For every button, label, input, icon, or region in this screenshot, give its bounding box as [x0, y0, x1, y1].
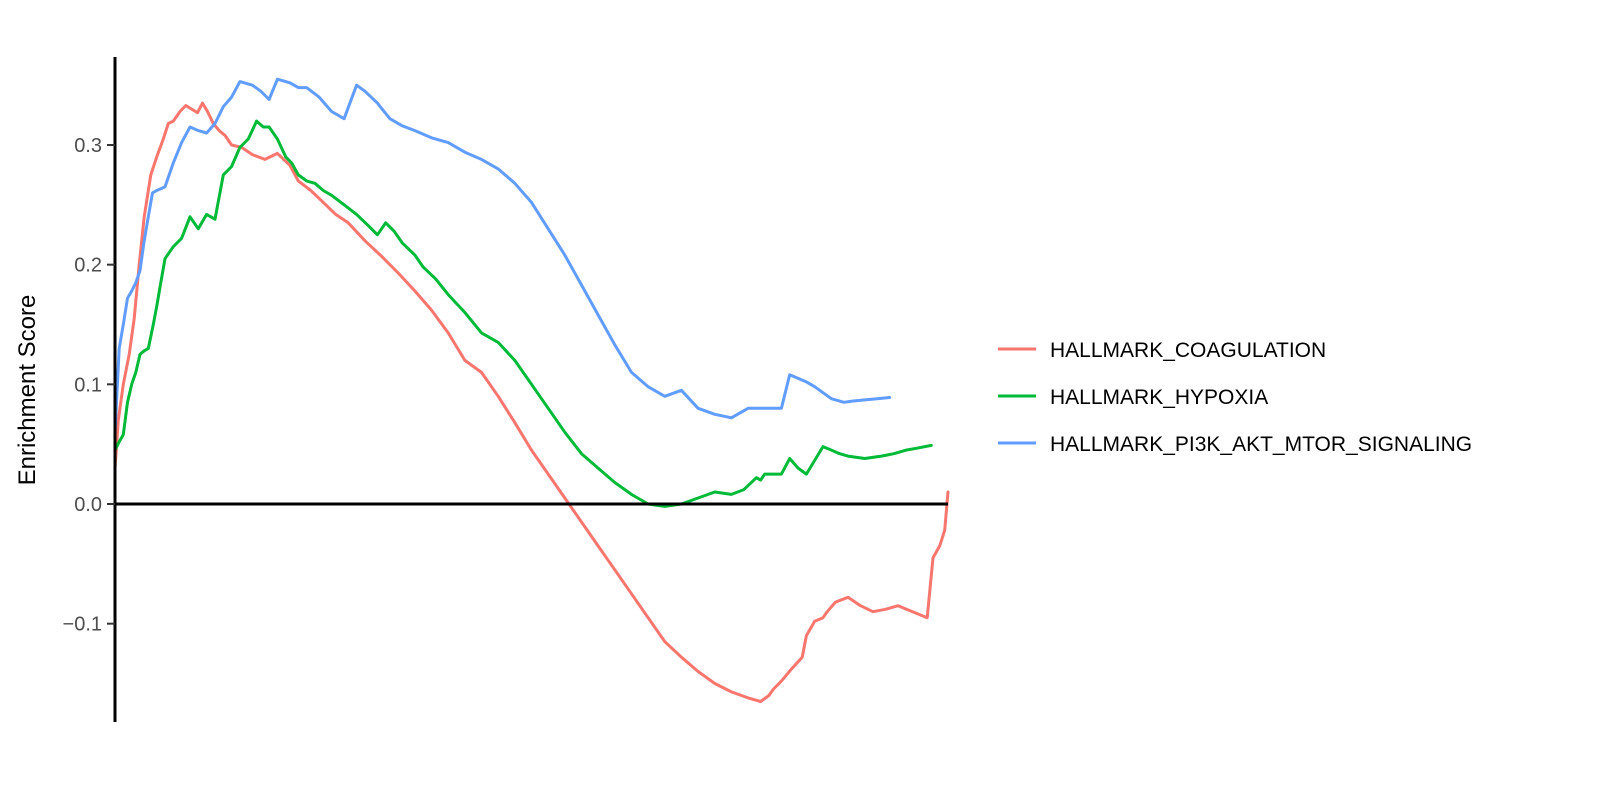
series-line-2 — [113, 119, 933, 508]
y-tick-label: 0.1 — [74, 374, 102, 396]
series-lines — [113, 77, 950, 703]
legend: HALLMARK_COAGULATION HALLMARK_HYPOXIA HALL… — [998, 339, 1472, 456]
legend-label-1: HALLMARK_COAGULATION — [1050, 339, 1326, 362]
legend-label-3: HALLMARK_PI3K_AKT_MTOR_SIGNALING — [1050, 433, 1472, 456]
y-tick-label: −0.1 — [63, 614, 102, 636]
y-tick-label: 0.3 — [74, 135, 102, 157]
legend-label-2: HALLMARK_HYPOXIA — [1050, 386, 1268, 409]
y-axis-ticks: −0.1 0.0 0.1 0.2 0.3 — [63, 135, 115, 636]
y-axis-title: Enrichment Score — [14, 295, 41, 486]
y-tick-label: 0.0 — [74, 494, 102, 516]
series-line-1 — [113, 101, 950, 703]
axes — [113, 57, 948, 722]
series-line-3 — [113, 77, 892, 434]
y-tick-label: 0.2 — [74, 255, 102, 277]
